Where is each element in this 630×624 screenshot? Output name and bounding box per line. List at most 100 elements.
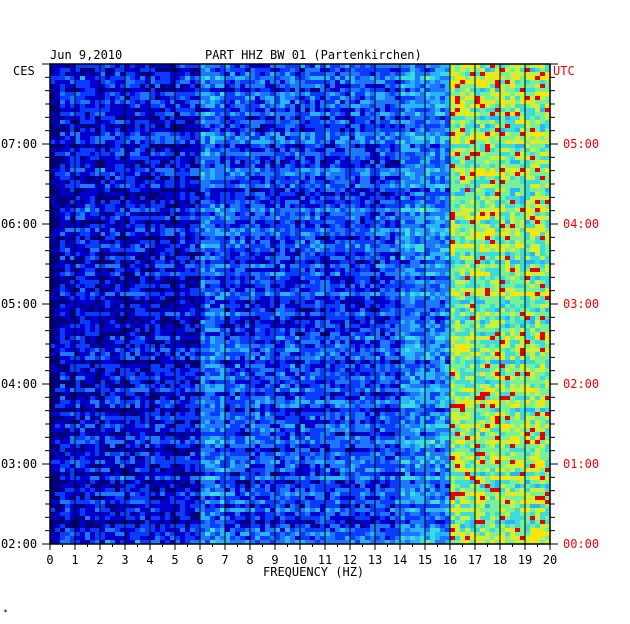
heatmap-cell [360,124,366,129]
heatmap-cell [480,200,486,205]
heatmap-cell [180,188,186,193]
heatmap-cell [345,176,351,181]
heatmap-cell [425,88,431,93]
heatmap-cell [440,76,446,81]
heatmap-cell [325,220,331,225]
heatmap-cell [460,252,466,257]
heatmap-cell [60,152,66,157]
heatmap-cell [220,248,226,253]
heatmap-cell [430,260,436,265]
heatmap-cell [530,172,536,177]
heatmap-cell [360,192,366,197]
heatmap-cell [335,236,341,241]
heatmap-cell [350,132,356,137]
heatmap-cell [65,160,71,165]
heatmap-cell [180,120,186,125]
heatmap-cell [130,200,136,205]
heatmap-cell [205,224,211,229]
heatmap-cell [300,156,306,161]
heatmap-cell [55,120,61,125]
heatmap-cell [330,132,336,137]
heatmap-cell [480,120,486,125]
heatmap-cell [420,96,426,101]
heatmap-cell [75,248,81,253]
heatmap-cell [140,256,146,261]
heatmap-cell [365,120,371,125]
heatmap-cell [520,108,526,113]
heatmap-cell [490,64,496,69]
heatmap-cell [405,176,411,181]
heatmap-cell [110,256,116,261]
heatmap-cell [535,200,541,205]
heatmap-cell [210,224,216,229]
heatmap-cell [180,128,186,133]
heatmap-cell [345,108,351,113]
heatmap-cell [260,156,266,161]
heatmap-cell [230,136,236,141]
heatmap-cell [115,152,121,157]
heatmap-cell [415,204,421,209]
heatmap-cell [250,248,256,253]
heatmap-cell [315,136,321,141]
heatmap-cell [515,104,521,109]
heatmap-cell [185,68,191,73]
heatmap-cell [290,128,296,133]
heatmap-cell [180,140,186,145]
heatmap-cell [470,232,476,237]
heatmap-cell [405,68,411,73]
heatmap-cell [270,140,276,145]
heatmap-cell [445,192,451,197]
heatmap-cell [360,64,366,69]
heatmap-cell [55,116,61,121]
heatmap-cell [335,112,341,117]
heatmap-cell [310,128,316,133]
heatmap-cell [130,76,136,81]
heatmap-cell [145,136,151,141]
heatmap-cell [170,104,176,109]
heatmap-cell [265,232,271,237]
heatmap-cell [515,132,521,137]
heatmap-cell [135,148,141,153]
heatmap-cell [465,132,471,137]
heatmap-cell [325,204,331,209]
heatmap-cell [360,232,366,237]
heatmap-cell [290,240,296,245]
heatmap-cell [340,144,346,149]
heatmap-cell [125,124,131,129]
heatmap-cell [280,84,286,89]
heatmap-cell [305,84,311,89]
heatmap-cell [440,260,446,265]
heatmap-cell [415,132,421,137]
heatmap-cell [100,228,106,233]
heatmap-cell [435,96,441,101]
heatmap-cell [220,220,226,225]
heatmap-cell [220,236,226,241]
heatmap-cell [375,152,381,157]
heatmap-cell [375,160,381,165]
heatmap-cell [475,212,481,217]
heatmap-cell [140,248,146,253]
heatmap-cell [260,184,266,189]
heatmap-cell [280,64,286,69]
heatmap-cell [65,84,71,89]
heatmap-cell [225,144,231,149]
heatmap-cell [530,108,536,113]
heatmap-cell [370,176,376,181]
heatmap-cell [210,216,216,221]
heatmap-cell [485,184,491,189]
heatmap-cell [425,152,431,157]
heatmap-cell [395,180,401,185]
heatmap-cell [375,248,381,253]
heatmap-cell [530,116,536,121]
heatmap-cell [300,244,306,249]
heatmap-cell [125,240,131,245]
heatmap-cell [205,216,211,221]
heatmap-cell [270,132,276,137]
heatmap-cell [370,92,376,97]
heatmap-cell [390,100,396,105]
heatmap-cell [460,228,466,233]
heatmap-cell [435,160,441,165]
heatmap-cell [55,188,61,193]
heatmap-cell [195,96,201,101]
heatmap-cell [370,172,376,177]
